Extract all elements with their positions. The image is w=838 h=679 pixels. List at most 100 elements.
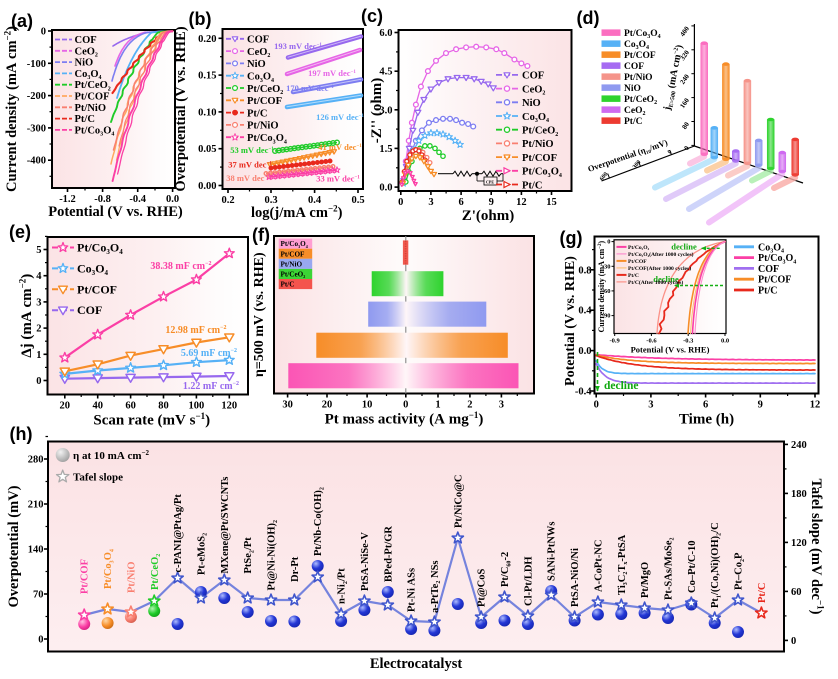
svg-text:(d): (d) — [577, 8, 600, 28]
svg-text:5.69 mF cm−2: 5.69 mF cm−2 — [181, 348, 237, 359]
svg-text:Pt/NiO: Pt/NiO — [75, 103, 107, 114]
svg-text:Scan rate (mV s−1 ): Scan rate (mV s−1 ) — [93, 411, 210, 429]
svg-text:70: 70 — [33, 590, 44, 601]
svg-text:Pt/Co3 O4: Pt/Co3 O4 — [281, 240, 308, 249]
svg-text:20: 20 — [322, 400, 333, 411]
svg-text:Pt/Nb-Co(OH)2: Pt/Nb-Co(OH)2 — [313, 487, 325, 556]
svg-text:1: 1 — [36, 350, 41, 361]
svg-text:Overpotential (V vs. RHE): Overpotential (V vs. RHE) — [173, 26, 189, 191]
svg-text:(a): (a) — [11, 11, 33, 31]
svg-text:Current density (mA cm−2 ): Current density (mA cm−2 ) — [597, 240, 606, 332]
svg-text:Pt/NiO: Pt/NiO — [281, 260, 303, 268]
svg-text:Pt/C: Pt/C — [628, 273, 639, 279]
svg-text:Cl-Pt/LDH: Cl-Pt/LDH — [523, 556, 534, 606]
svg-text:COF: COF — [522, 71, 544, 82]
svg-text:Pt-eMoS2: Pt-eMoS2 — [196, 533, 208, 575]
svg-text:Potential (V vs. RHE): Potential (V vs. RHE) — [631, 345, 710, 355]
svg-text:0.05: 0.05 — [198, 144, 216, 155]
svg-text:Pt/COF: Pt/COF — [628, 259, 647, 265]
svg-text:PtSA-NiSe-V: PtSA-NiSe-V — [360, 532, 371, 591]
svg-text:PtSe2 /Pt: PtSe2 /Pt — [243, 537, 255, 574]
svg-text:Pt/COF: Pt/COF — [522, 153, 557, 164]
svg-text:0: 0 — [398, 197, 403, 208]
svg-text:Pt/COF: Pt/COF — [624, 51, 656, 61]
svg-text:0: 0 — [36, 376, 41, 387]
svg-text:Pt-SAs/MoSe2: Pt-SAs/MoSe2 — [663, 538, 675, 601]
svg-text:Time (h): Time (h) — [679, 412, 734, 428]
svg-text:0: 0 — [38, 635, 43, 646]
svg-text:NiO: NiO — [247, 59, 266, 70]
svg-text:140: 140 — [28, 545, 44, 556]
svg-text:80: 80 — [158, 401, 169, 412]
svg-text:-100: -100 — [27, 59, 46, 70]
svg-text:Pt@CoS: Pt@CoS — [477, 568, 488, 607]
svg-text:Pt/COF: Pt/COF — [758, 275, 791, 286]
svg-text:5: 5 — [36, 245, 41, 256]
svg-text:-0.6: -0.6 — [646, 338, 657, 345]
svg-text:0: 0 — [41, 27, 46, 38]
svg-text:40: 40 — [92, 401, 103, 412]
svg-text:Pt/CeO2: Pt/CeO2 — [281, 271, 306, 280]
svg-text:COF: COF — [247, 35, 269, 46]
svg-text:Pt/MgO: Pt/MgO — [640, 562, 651, 598]
svg-text:NiO: NiO — [624, 84, 641, 94]
svg-text:3: 3 — [428, 197, 433, 208]
svg-text:Pt/NiO: Pt/NiO — [126, 562, 137, 594]
svg-text:9: 9 — [758, 400, 763, 411]
svg-text:Current density (mA cm−2 ): Current density (mA cm−2 ) — [3, 26, 21, 192]
svg-text:Pt/C: Pt/C — [75, 114, 95, 125]
svg-text:0.20: 0.20 — [198, 34, 216, 45]
svg-text:A-CoPt-NC: A-CoPt-NC — [593, 540, 604, 593]
svg-text:193 mV dec−1: 193 mV dec−1 — [274, 41, 322, 51]
svg-text:53 mV dec−1: 53 mV dec−1 — [230, 145, 274, 155]
svg-text:CeO2: CeO2 — [624, 106, 645, 117]
svg-text:240: 240 — [791, 440, 807, 451]
svg-text:Co–Pt/C-10: Co–Pt/C-10 — [687, 541, 698, 594]
svg-text:Pt/Co3 O4: Pt/Co3 O4 — [77, 241, 123, 257]
svg-text:Co3 O4: Co3 O4 — [758, 242, 784, 254]
svg-text:197 mV dec−1: 197 mV dec−1 — [308, 68, 356, 78]
svg-text:Pt/COF: Pt/COF — [247, 96, 282, 107]
svg-text:20: 20 — [60, 401, 71, 412]
svg-text:0.2: 0.2 — [221, 195, 234, 206]
svg-text:Pt/CeO2: Pt/CeO2 — [522, 126, 558, 138]
svg-text:Pt/Co3 O4: Pt/Co3 O4 — [628, 245, 650, 251]
svg-text:Ti3 C2 Tx -PtSA: Ti3 C2 Tx -PtSA — [617, 534, 629, 595]
svg-text:NiO: NiO — [522, 98, 541, 109]
svg-text:-60: -60 — [602, 288, 611, 295]
svg-text:0.0: 0.0 — [166, 194, 179, 205]
svg-text:Pt/Co3 O4: Pt/Co3 O4 — [624, 29, 661, 40]
svg-text:10: 10 — [362, 400, 373, 411]
svg-text:Pt/COF: Pt/COF — [80, 559, 91, 594]
svg-text:0.0: 0.0 — [379, 183, 392, 194]
svg-text:3: 3 — [648, 400, 653, 411]
svg-text:Pt/COF: Pt/COF — [75, 92, 110, 103]
svg-text:-0.4: -0.4 — [575, 387, 592, 398]
svg-text:η at 10 mA cm−2: η at 10 mA cm−2 — [73, 449, 150, 462]
svg-text:c-PANI@PtAg/Pt: c-PANI@PtAg/Pt — [173, 494, 184, 573]
svg-text:12: 12 — [810, 400, 821, 411]
svg-text:33 mV dec−1: 33 mV dec−1 — [316, 174, 360, 184]
svg-text:SANi-PtNWs: SANi-PtNWs — [547, 522, 558, 582]
svg-text:80: 80 — [680, 120, 691, 131]
svg-text:-400: -400 — [27, 156, 46, 167]
svg-text:0: 0 — [594, 400, 599, 411]
svg-text:1: 1 — [435, 400, 440, 411]
svg-text:CeO2: CeO2 — [522, 84, 545, 96]
svg-text:38.38 mF cm−2: 38.38 mF cm−2 — [150, 261, 211, 272]
svg-text:0: 0 — [791, 636, 796, 647]
svg-text:Pt mass activity (A mg−1 ): Pt mass activity (A mg−1 ) — [325, 410, 484, 428]
svg-text:60: 60 — [791, 587, 802, 598]
svg-text:12.98 mF cm−2: 12.98 mF cm−2 — [165, 325, 226, 336]
svg-text:170 mV dec−1: 170 mV dec−1 — [286, 83, 334, 93]
svg-text:30: 30 — [282, 400, 293, 411]
svg-text:CPE: CPE — [486, 179, 494, 184]
svg-text:Pt/C: Pt/C — [281, 281, 295, 289]
svg-text:Pt/Co3 O4 (After 1000 cycles): Pt/Co3 O4 (After 1000 cycles) — [628, 251, 694, 258]
svg-text:-0.8: -0.8 — [94, 194, 111, 205]
svg-text:Pt/COF: Pt/COF — [77, 282, 117, 296]
svg-text:PtSA-NiO/Ni: PtSA-NiO/Ni — [570, 548, 581, 607]
svg-text:4.5: 4.5 — [379, 67, 392, 78]
svg-text:-Z'' (ohm): -Z'' (ohm) — [369, 78, 385, 143]
svg-text:Pt/Co3 O4: Pt/Co3 O4 — [75, 125, 115, 137]
